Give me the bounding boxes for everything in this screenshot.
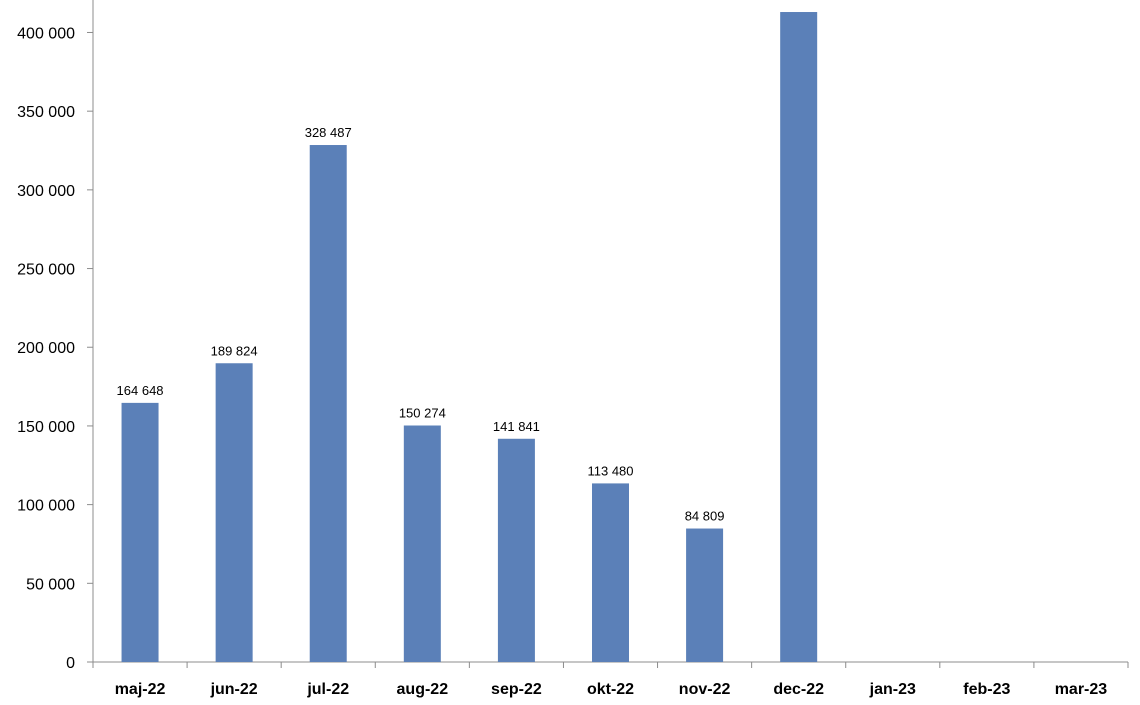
x-tick-label: sep-22 (491, 681, 542, 698)
data-label: 189 824 (211, 343, 258, 358)
data-label: 150 274 (399, 405, 446, 420)
bar (403, 425, 441, 662)
x-tick-label: aug-22 (397, 681, 449, 698)
bars (121, 12, 818, 663)
bar (592, 483, 629, 662)
data-label: 328 487 (305, 125, 352, 140)
y-axis: 0 50 000 100 000 150 000 200 000 250 000 300 0… (17, 0, 94, 672)
bar (497, 438, 535, 662)
x-tick-label: jul-22 (306, 681, 349, 698)
data-label: 141 841 (493, 419, 540, 434)
data-label: 164 648 (117, 383, 164, 398)
y-tick-label: 200 000 (17, 340, 75, 357)
x-tick-label: mar-23 (1055, 681, 1108, 698)
y-tick-label: 400 000 (17, 25, 75, 42)
x-tick-label: feb-23 (963, 681, 1010, 698)
bar (309, 145, 347, 662)
x-tick-label: okt-22 (587, 681, 634, 698)
x-tick-label: dec-22 (773, 681, 824, 698)
data-label: 113 480 (587, 463, 633, 478)
y-tick-label: 0 (66, 655, 75, 672)
y-tick-label: 150 000 (17, 419, 75, 436)
y-tick-label: 350 000 (17, 104, 75, 121)
y-tick-label: 250 000 (17, 262, 75, 279)
data-label: 84 809 (685, 509, 725, 524)
x-tick-label: jan-23 (869, 681, 916, 698)
x-axis: maj-22 jun-22 jul-22 aug-22 sep-22 okt-22 nov-… (87, 661, 1129, 698)
y-tick-label: 100 000 (17, 498, 75, 515)
bar (215, 363, 253, 662)
x-tick-label: nov-22 (679, 681, 731, 698)
bar (121, 402, 159, 662)
bar (686, 528, 724, 662)
bar (780, 12, 818, 663)
y-tick-label: 50 000 (26, 576, 75, 593)
y-tick-label: 300 000 (17, 183, 75, 200)
data-labels: 164 648 189 824 328 487 150 274 141 841 113 4… (117, 125, 725, 524)
x-tick-label: maj-22 (115, 681, 166, 698)
x-tick-label: jun-22 (210, 681, 258, 698)
